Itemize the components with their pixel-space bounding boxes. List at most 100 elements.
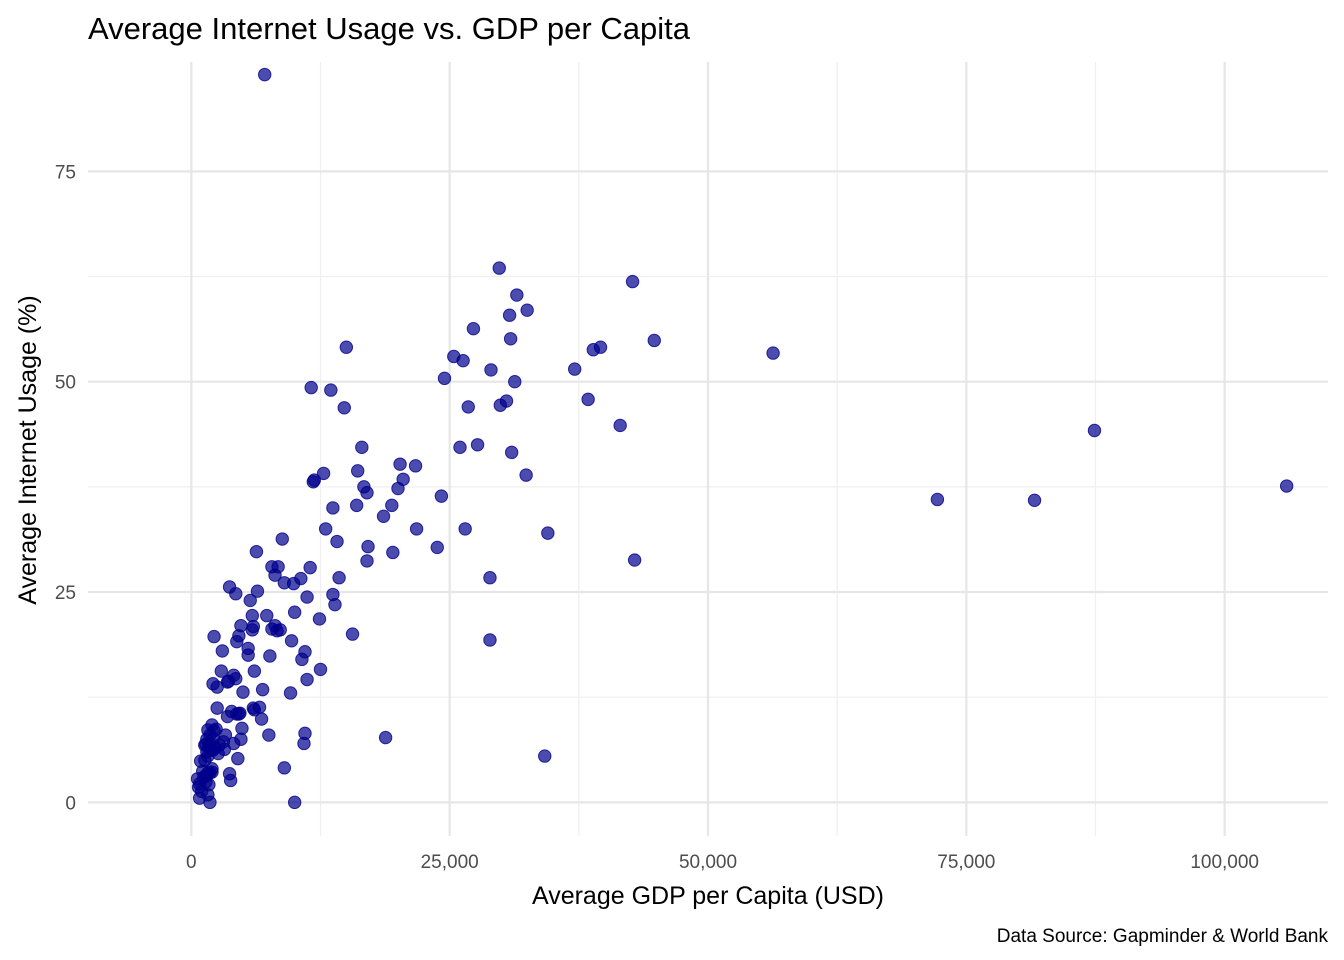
scatter-point — [1279, 479, 1294, 493]
scatter-point — [203, 795, 217, 810]
scatter-point — [437, 371, 452, 386]
scatter-point — [306, 475, 320, 489]
chart-title: Average Internet Usage vs. GDP per Capit… — [88, 11, 691, 46]
x-tick-label: 75,000 — [937, 852, 995, 873]
scatter-point — [243, 593, 257, 608]
scatter-point — [430, 540, 444, 555]
scatter-point — [519, 468, 533, 482]
scatter-point — [214, 664, 229, 678]
scatter-point — [613, 418, 627, 433]
x-tick-label: 100,000 — [1190, 852, 1259, 873]
scatter-point — [260, 608, 274, 623]
scatter-point — [493, 398, 507, 412]
scatter-point — [223, 773, 238, 788]
scatter-point — [287, 605, 302, 619]
scatter-point — [332, 571, 346, 585]
scatter-point — [236, 685, 250, 699]
scatter-point — [510, 288, 524, 302]
scatter-point — [254, 712, 269, 726]
scatter-point — [376, 509, 391, 524]
scatter-point — [568, 362, 582, 376]
scatter-point — [215, 644, 230, 658]
scatter-point — [409, 522, 424, 536]
scatter-point — [283, 686, 298, 700]
scatter-point — [337, 401, 351, 415]
scatter-point — [263, 649, 277, 663]
tick-labels: 0 25,000 50,000 75,000 100,000 0 25 50 75 — [55, 162, 1259, 873]
x-tick-label: 0 — [186, 852, 197, 873]
scatter-point — [262, 728, 276, 742]
scatter-point — [324, 383, 338, 397]
scatter-point — [220, 675, 235, 689]
scatter-point — [360, 554, 374, 568]
scatter-point — [391, 481, 405, 496]
scatter-point — [520, 303, 534, 317]
scatter-point — [246, 619, 261, 634]
scatter-point — [207, 629, 221, 644]
scatter-point — [385, 498, 399, 513]
scatter-point — [766, 346, 780, 360]
scatter-point — [303, 560, 317, 575]
scatter-point — [300, 672, 314, 687]
scatter-point — [456, 353, 470, 368]
scatter-point — [328, 597, 342, 612]
scatter-point — [461, 400, 475, 414]
scatter-point — [275, 532, 289, 546]
scatter-point — [273, 623, 287, 637]
scatter-point — [393, 457, 407, 471]
scatter-point — [339, 340, 354, 354]
y-tick-label: 50 — [55, 373, 76, 394]
scatter-point — [258, 67, 272, 82]
scatter-point — [316, 466, 331, 481]
grid — [88, 62, 1328, 836]
scatter-point — [351, 464, 365, 478]
scatter-point — [250, 584, 265, 598]
x-axis-title: Average GDP per Capita (USD) — [532, 882, 884, 910]
scatter-point — [434, 489, 449, 503]
scatter-point — [349, 498, 364, 513]
scatter-point — [210, 701, 224, 715]
scatter-point — [625, 274, 640, 289]
y-tick-label: 25 — [55, 583, 76, 604]
scatter-point — [298, 645, 312, 659]
y-axis-title: Average Internet Usage (%) — [14, 295, 42, 604]
scatter-point — [930, 492, 945, 507]
scatter-point — [386, 545, 400, 560]
scatter-point — [492, 261, 506, 275]
scatter-point — [220, 709, 235, 724]
scatter-point — [287, 795, 302, 810]
scatter-point — [483, 571, 497, 585]
scatter-point — [508, 374, 522, 389]
scatter-point — [538, 749, 552, 763]
scatter-point — [361, 539, 375, 554]
scatter-point — [378, 730, 393, 745]
scatter-point — [277, 761, 292, 775]
scatter-point — [330, 534, 344, 549]
scatter-point — [252, 700, 267, 714]
scatter-point — [300, 590, 314, 604]
scatter-point — [502, 308, 517, 322]
scatter-point — [504, 445, 519, 460]
chart-caption: Data Source: Gapminder & World Bank — [997, 926, 1329, 947]
scatter-point — [312, 612, 327, 626]
scatter-point — [503, 332, 518, 346]
x-tick-label: 50,000 — [679, 852, 737, 873]
scatter-point — [408, 459, 423, 473]
scatter-point — [255, 682, 270, 697]
scatter-point — [304, 380, 318, 395]
scatter-point — [581, 392, 595, 407]
y-tick-label: 75 — [55, 162, 76, 183]
scatter-point — [297, 736, 311, 751]
scatter-point — [541, 526, 555, 540]
scatter-point — [232, 707, 246, 721]
scatter-point — [247, 664, 262, 678]
scatter-point — [483, 633, 497, 647]
scatter-point — [1027, 493, 1042, 508]
scatter-point — [458, 522, 472, 536]
scatter-point — [241, 648, 255, 662]
scatter-point — [229, 587, 243, 601]
scatter-point — [470, 438, 485, 452]
scatter-point — [627, 553, 642, 567]
scatter-point — [647, 333, 661, 348]
